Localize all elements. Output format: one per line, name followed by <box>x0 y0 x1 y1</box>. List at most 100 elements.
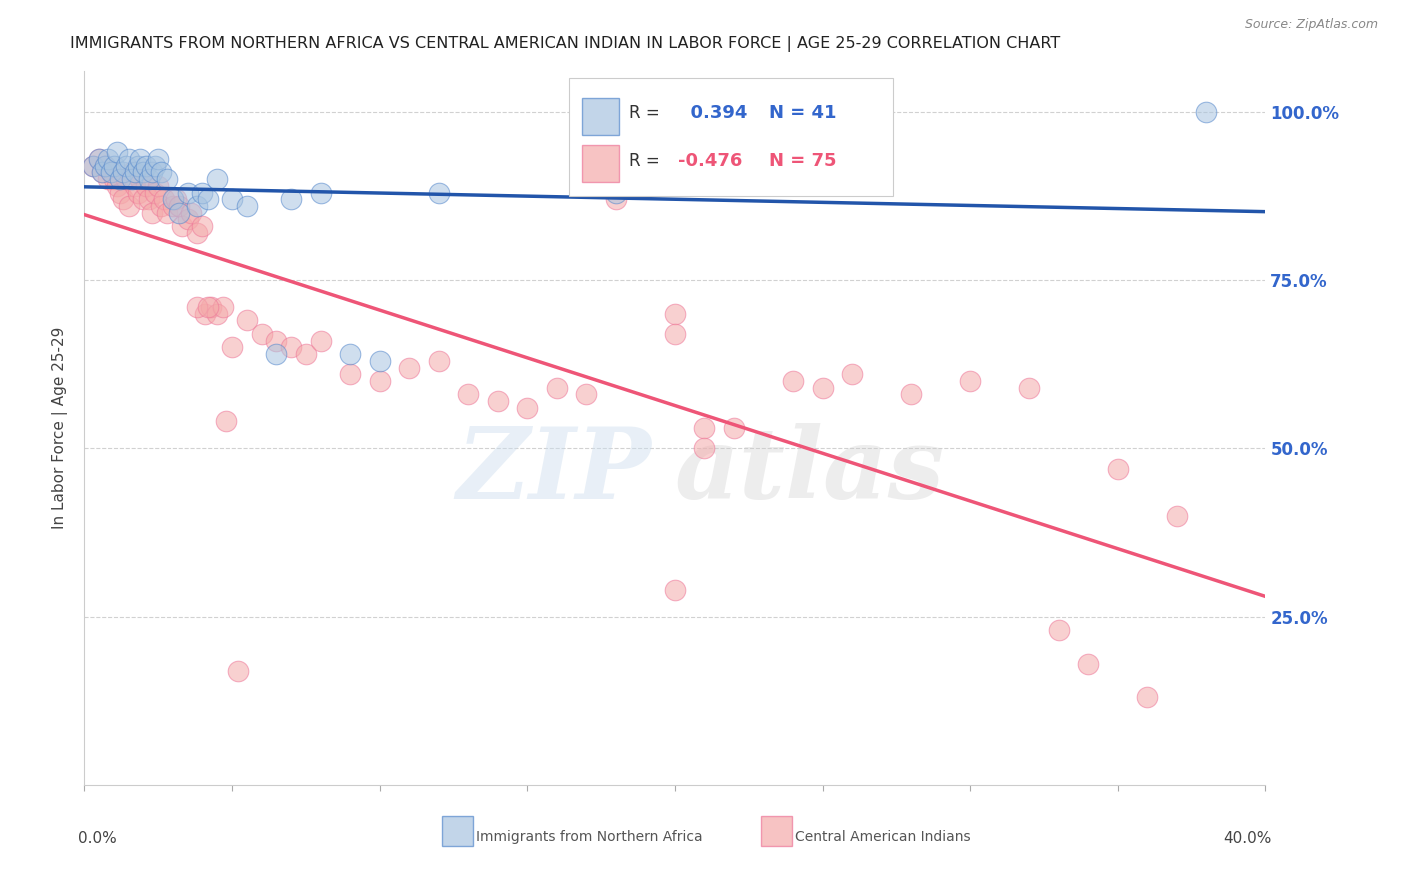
Point <box>546 381 568 395</box>
Point <box>108 186 131 200</box>
Text: IMMIGRANTS FROM NORTHERN AFRICA VS CENTRAL AMERICAN INDIAN IN LABOR FORCE | AGE : IMMIGRANTS FROM NORTHERN AFRICA VS CENTR… <box>70 36 1060 52</box>
Point <box>156 172 179 186</box>
Point <box>135 159 157 173</box>
Point <box>121 172 143 186</box>
Point <box>226 664 249 678</box>
Point <box>207 307 229 321</box>
Point <box>782 374 804 388</box>
Point <box>1018 381 1040 395</box>
Point <box>811 381 834 395</box>
Point <box>186 199 208 213</box>
Point <box>1077 657 1099 671</box>
Point <box>111 192 134 206</box>
Point <box>280 192 302 206</box>
FancyBboxPatch shape <box>568 78 893 196</box>
Point <box>664 307 686 321</box>
Point <box>1195 104 1218 119</box>
Point <box>1166 508 1188 523</box>
Text: 0.394: 0.394 <box>679 104 748 122</box>
Point <box>841 368 863 382</box>
Point <box>162 192 184 206</box>
Point <box>207 172 229 186</box>
Point <box>135 178 157 193</box>
Point <box>105 178 128 193</box>
Point <box>427 354 450 368</box>
Point <box>94 159 117 173</box>
Point <box>266 347 288 361</box>
Point <box>111 165 134 179</box>
Point <box>121 165 143 179</box>
Point <box>87 152 111 166</box>
Point <box>339 368 361 382</box>
FancyBboxPatch shape <box>582 145 620 182</box>
Point <box>236 313 259 327</box>
Point <box>186 300 208 314</box>
Text: 40.0%: 40.0% <box>1223 831 1271 847</box>
Point <box>129 152 152 166</box>
Point <box>368 354 391 368</box>
Point <box>194 307 217 321</box>
Point <box>1107 461 1129 475</box>
Point <box>266 334 288 348</box>
Point <box>150 199 173 213</box>
Point <box>516 401 538 415</box>
Point <box>1047 623 1070 637</box>
Point <box>177 212 200 227</box>
Point <box>427 186 450 200</box>
Point <box>94 159 117 173</box>
Point <box>141 205 163 219</box>
Point <box>124 165 146 179</box>
Point <box>148 178 170 193</box>
Point <box>186 226 208 240</box>
Text: ZIP: ZIP <box>457 423 651 519</box>
Point <box>141 165 163 179</box>
Point <box>162 199 184 213</box>
Point <box>664 326 686 341</box>
Point <box>105 145 128 160</box>
Point <box>221 192 243 206</box>
Point <box>150 165 173 179</box>
Point <box>103 172 125 186</box>
Point <box>165 192 187 206</box>
Point <box>138 172 160 186</box>
Point <box>143 159 166 173</box>
Point <box>236 199 259 213</box>
Point <box>398 360 420 375</box>
Point <box>114 159 136 173</box>
Point <box>132 192 155 206</box>
Text: atlas: atlas <box>675 423 945 519</box>
Point <box>97 152 120 166</box>
Point <box>295 347 318 361</box>
Point <box>200 300 222 314</box>
Y-axis label: In Labor Force | Age 25-29: In Labor Force | Age 25-29 <box>52 327 69 529</box>
Point <box>693 421 716 435</box>
Text: -0.476: -0.476 <box>679 152 742 169</box>
Point <box>132 165 155 179</box>
Point <box>368 374 391 388</box>
Point <box>1136 690 1159 705</box>
Point <box>197 300 219 314</box>
Point <box>100 165 122 179</box>
Point <box>605 186 627 200</box>
Point <box>723 421 745 435</box>
Point <box>170 219 193 234</box>
Point <box>97 172 120 186</box>
Point <box>457 387 479 401</box>
Point <box>191 186 214 200</box>
Point <box>486 394 509 409</box>
Point <box>118 199 141 213</box>
Point <box>605 192 627 206</box>
Point <box>127 159 149 173</box>
Point <box>108 172 131 186</box>
Point <box>197 192 219 206</box>
Point <box>82 159 104 173</box>
Point <box>177 186 200 200</box>
Point <box>87 152 111 166</box>
Point <box>900 387 922 401</box>
Point <box>575 387 598 401</box>
Point <box>91 165 114 179</box>
Point <box>103 159 125 173</box>
Point <box>309 186 332 200</box>
Text: R =: R = <box>628 104 665 122</box>
Point <box>180 205 202 219</box>
